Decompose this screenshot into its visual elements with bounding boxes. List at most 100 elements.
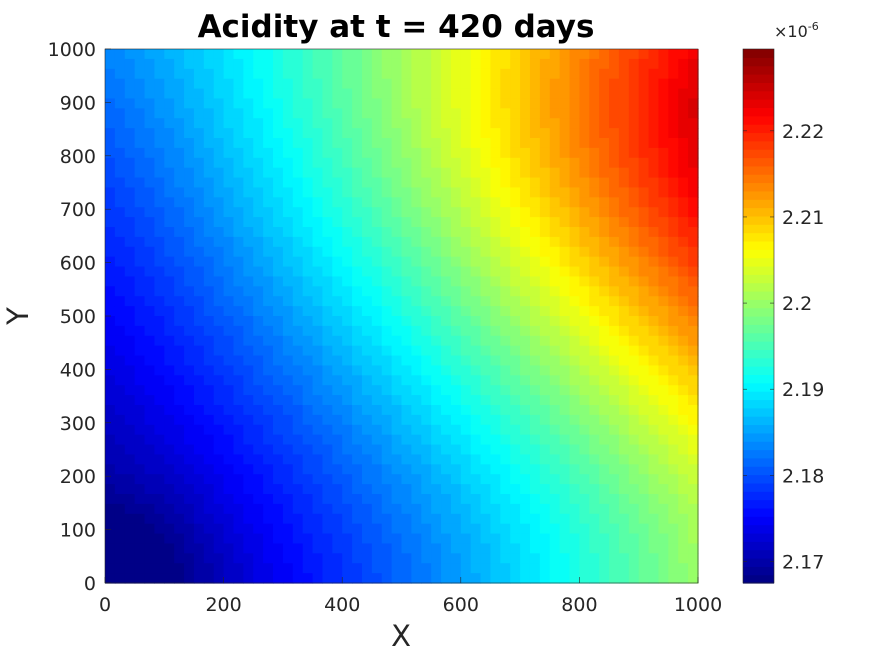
heatmap-cell — [579, 98, 590, 109]
heatmap-cell — [124, 236, 136, 248]
heatmap-cell — [539, 118, 551, 129]
heatmap-cell — [539, 345, 551, 357]
heatmap-cell — [391, 405, 403, 416]
heatmap-cell — [134, 296, 146, 307]
colorbar-segment — [743, 240, 774, 250]
heatmap-cell — [213, 236, 225, 248]
heatmap-cell — [114, 316, 126, 327]
heatmap-cell — [628, 553, 640, 564]
heatmap-cell — [480, 276, 492, 287]
heatmap-cell — [203, 68, 215, 80]
heatmap-cell — [668, 167, 679, 179]
heatmap-cell — [352, 167, 363, 179]
heatmap-cell — [470, 138, 482, 149]
heatmap-cell — [164, 405, 175, 416]
heatmap-cell — [549, 78, 561, 90]
heatmap-cell — [134, 306, 146, 317]
heatmap-cell — [401, 385, 412, 396]
heatmap-cell — [282, 385, 294, 396]
heatmap-cell — [470, 306, 482, 317]
heatmap-cell — [193, 227, 205, 238]
heatmap-cell — [480, 147, 492, 159]
y-tick-label: 400 — [60, 359, 96, 381]
heatmap-cell — [401, 177, 412, 189]
heatmap-cell — [411, 573, 422, 584]
heatmap-cell — [618, 385, 630, 396]
heatmap-cell — [510, 207, 521, 218]
heatmap-cell — [105, 345, 116, 357]
heatmap-cell — [282, 187, 294, 198]
heatmap-cell — [322, 444, 333, 456]
heatmap-cell — [618, 147, 630, 159]
heatmap-cell — [124, 414, 136, 426]
heatmap-cell — [371, 227, 383, 238]
heatmap-cell — [648, 325, 660, 337]
heatmap-cell — [421, 405, 432, 416]
heatmap-cell — [233, 573, 244, 584]
heatmap-cell — [263, 266, 274, 278]
heatmap-cell — [520, 553, 531, 564]
heatmap-cell — [658, 543, 669, 554]
colorbar-segment — [743, 165, 774, 175]
heatmap-cell — [164, 266, 175, 278]
heatmap-cell — [233, 405, 244, 416]
heatmap-cell — [263, 395, 274, 406]
heatmap-cell — [154, 157, 165, 169]
heatmap-cell — [648, 227, 660, 238]
heatmap-cell — [371, 49, 383, 60]
heatmap-cell — [500, 246, 511, 258]
heatmap-cell — [361, 276, 373, 287]
heatmap-cell — [302, 434, 314, 446]
heatmap-cell — [233, 444, 244, 456]
heatmap-cell — [460, 197, 472, 208]
heatmap-cell — [213, 474, 225, 485]
heatmap-cell — [381, 434, 393, 446]
heatmap-cell — [529, 365, 541, 376]
heatmap-cell — [421, 157, 432, 169]
heatmap-cell — [322, 543, 333, 554]
heatmap-cell — [460, 187, 472, 198]
heatmap-cell — [668, 78, 679, 90]
heatmap-cell — [282, 88, 294, 100]
heatmap-cell — [688, 494, 699, 505]
heatmap-cell — [450, 405, 462, 416]
heatmap-cell — [401, 563, 412, 574]
heatmap-cell — [688, 414, 699, 426]
heatmap-cell — [470, 325, 482, 337]
heatmap-cell — [441, 49, 452, 60]
heatmap-cell — [223, 68, 235, 80]
heatmap-cell — [609, 325, 620, 337]
heatmap-cell — [431, 68, 442, 80]
heatmap-cell — [460, 553, 472, 564]
heatmap-cell — [174, 513, 185, 525]
heatmap-cell — [391, 306, 403, 317]
heatmap-cell — [520, 118, 531, 129]
heatmap-cell — [500, 316, 511, 327]
heatmap-cell — [164, 325, 175, 337]
heatmap-cell — [193, 138, 205, 149]
heatmap-cell — [480, 128, 492, 139]
heatmap-cell — [411, 513, 422, 525]
heatmap-cell — [678, 414, 689, 426]
heatmap-cell — [688, 306, 699, 317]
heatmap-cell — [223, 355, 235, 367]
heatmap-cell — [618, 266, 630, 278]
heatmap-cell — [529, 207, 541, 218]
heatmap-cell — [480, 553, 492, 564]
heatmap-cell — [223, 474, 235, 485]
heatmap-cell — [292, 147, 304, 159]
heatmap-cell — [105, 434, 116, 446]
heatmap-cell — [302, 177, 314, 189]
heatmap-cell — [114, 187, 126, 198]
heatmap-cell — [648, 177, 660, 189]
heatmap-cell — [579, 414, 590, 426]
heatmap-cell — [539, 395, 551, 406]
heatmap-cell — [628, 355, 640, 367]
heatmap-cell — [164, 197, 175, 208]
heatmap-cell — [282, 316, 294, 327]
heatmap-cell — [599, 543, 610, 554]
heatmap-cell — [450, 236, 462, 248]
heatmap-cell — [658, 484, 669, 495]
heatmap-cell — [500, 494, 511, 505]
heatmap-cell — [421, 246, 432, 258]
